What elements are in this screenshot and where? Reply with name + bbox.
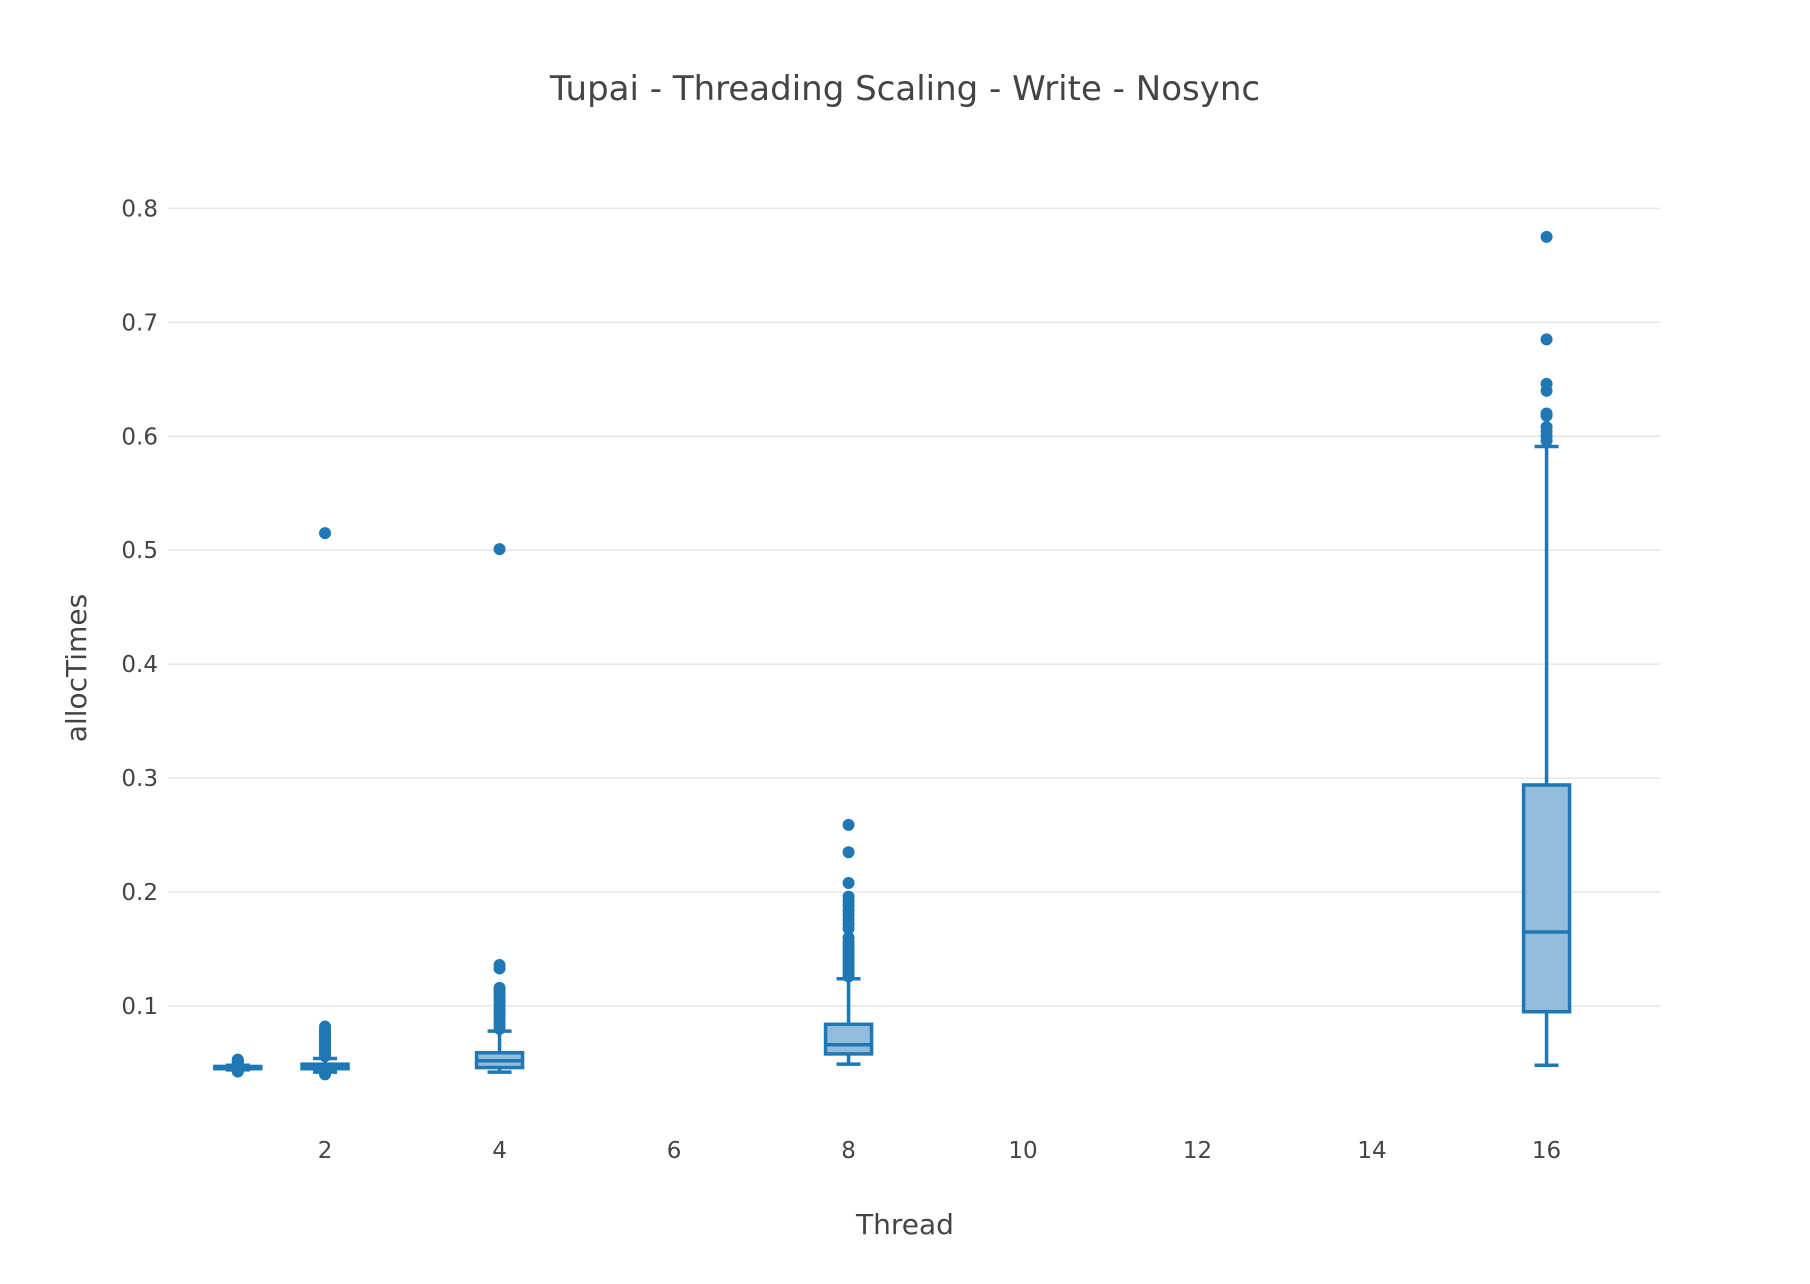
x-axis-ticks: 2 4 6 8 10 12 14 16	[318, 1138, 1561, 1164]
x-tick-label: 12	[1183, 1138, 1212, 1164]
outlier-point	[319, 1020, 332, 1033]
y-tick-label: 0.6	[121, 424, 158, 450]
outlier-point	[842, 818, 855, 831]
x-tick-label: 2	[318, 1138, 333, 1164]
x-tick-label: 10	[1008, 1138, 1037, 1164]
outlier-point	[493, 959, 506, 972]
outlier-point	[842, 890, 855, 903]
outlier-point	[842, 876, 855, 889]
outlier-point	[1540, 377, 1553, 390]
outlier-point	[319, 527, 332, 540]
box-group	[300, 527, 350, 1081]
outlier-point	[231, 1053, 244, 1066]
y-tick-label: 0.4	[121, 652, 158, 678]
outlier-point	[1540, 230, 1553, 243]
box-plots	[213, 230, 1572, 1081]
iqr-box	[1521, 783, 1572, 1014]
outlier-point	[319, 1067, 332, 1080]
chart-title: Tupai - Threading Scaling - Write - Nosy…	[549, 69, 1260, 109]
x-tick-label: 4	[492, 1138, 507, 1164]
grid	[168, 207, 1660, 1007]
x-tick-label: 14	[1357, 1138, 1386, 1164]
x-tick-label: 8	[841, 1138, 856, 1164]
outlier-point	[1540, 407, 1553, 420]
iqr-box	[823, 1022, 874, 1056]
y-tick-label: 0.5	[121, 538, 158, 564]
box-group	[213, 1053, 263, 1078]
x-axis-title: Thread	[855, 1208, 954, 1241]
y-tick-label: 0.7	[121, 310, 158, 336]
outlier-point	[493, 981, 506, 994]
outlier-point	[842, 846, 855, 859]
y-tick-label: 0.1	[121, 994, 158, 1020]
x-tick-label: 6	[667, 1138, 682, 1164]
outlier-point	[1540, 421, 1553, 434]
y-tick-label: 0.8	[121, 196, 158, 222]
outlier-point	[842, 931, 855, 944]
y-tick-label: 0.2	[121, 880, 158, 906]
box-group	[823, 818, 874, 1066]
outlier-point	[1540, 333, 1553, 346]
box-group	[1521, 230, 1572, 1068]
box-group	[474, 543, 525, 1074]
x-tick-label: 16	[1532, 1138, 1561, 1164]
outlier-point	[493, 543, 506, 556]
y-axis-ticks: 0.1 0.2 0.3 0.4 0.5 0.6 0.7 0.8	[121, 196, 158, 1020]
y-tick-label: 0.3	[121, 766, 158, 792]
y-axis-title: allocTimes	[60, 594, 93, 742]
